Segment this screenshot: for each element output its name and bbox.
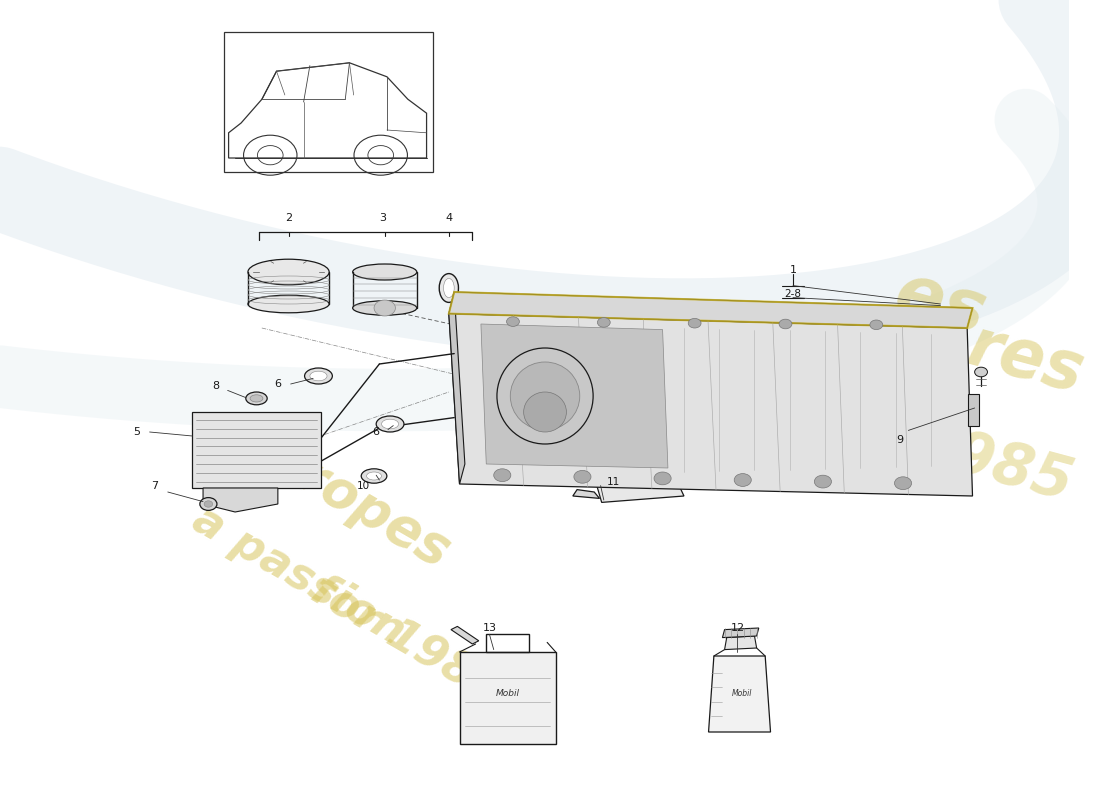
Circle shape [507, 317, 519, 326]
Circle shape [734, 474, 751, 486]
Text: 6: 6 [373, 427, 380, 437]
Text: 7: 7 [152, 482, 158, 491]
Text: 4: 4 [446, 213, 452, 222]
Text: europes: europes [224, 414, 459, 578]
Polygon shape [725, 636, 757, 650]
Ellipse shape [310, 371, 327, 381]
Circle shape [689, 318, 701, 328]
Text: 5: 5 [133, 427, 141, 437]
Polygon shape [449, 292, 465, 484]
Text: 9: 9 [896, 435, 903, 445]
Ellipse shape [382, 419, 398, 429]
Ellipse shape [248, 259, 329, 285]
Ellipse shape [305, 368, 332, 384]
Ellipse shape [353, 264, 417, 280]
Circle shape [574, 470, 591, 483]
Polygon shape [449, 314, 972, 496]
Circle shape [779, 319, 792, 329]
Text: Mobil: Mobil [496, 690, 519, 698]
Text: 12: 12 [730, 623, 745, 633]
Ellipse shape [361, 469, 387, 483]
Text: es: es [887, 258, 993, 350]
Ellipse shape [443, 278, 454, 298]
Polygon shape [204, 488, 278, 512]
Circle shape [597, 318, 611, 327]
Ellipse shape [497, 348, 593, 444]
Text: 13: 13 [483, 623, 496, 633]
Polygon shape [723, 628, 759, 638]
Circle shape [870, 320, 882, 330]
Text: res: res [960, 313, 1091, 407]
Bar [968, 394, 979, 426]
Ellipse shape [524, 392, 567, 432]
Polygon shape [481, 324, 668, 468]
Text: 2: 2 [285, 213, 293, 222]
Circle shape [814, 475, 832, 488]
Circle shape [975, 367, 988, 377]
Text: for 1985: for 1985 [304, 569, 508, 711]
Text: 6: 6 [274, 379, 282, 389]
Polygon shape [451, 626, 478, 644]
Text: 2-8: 2-8 [784, 289, 802, 298]
Polygon shape [708, 656, 770, 732]
Bar [192, 412, 320, 488]
Ellipse shape [250, 394, 263, 402]
Text: 11: 11 [607, 477, 620, 486]
Text: 1: 1 [790, 266, 796, 275]
Polygon shape [449, 292, 972, 328]
Bar [224, 32, 432, 172]
Ellipse shape [366, 472, 382, 480]
Text: 1985: 1985 [908, 415, 1080, 513]
Text: 10: 10 [356, 481, 370, 490]
Text: a passion: a passion [186, 498, 412, 654]
Text: 3: 3 [379, 213, 386, 222]
Text: 8: 8 [212, 381, 219, 390]
Text: Mobil: Mobil [732, 690, 752, 698]
Ellipse shape [439, 274, 459, 302]
Polygon shape [573, 490, 600, 498]
Circle shape [200, 498, 217, 510]
Ellipse shape [376, 416, 404, 432]
Polygon shape [460, 652, 556, 744]
Ellipse shape [510, 362, 580, 430]
Circle shape [654, 472, 671, 485]
Ellipse shape [353, 301, 417, 315]
Circle shape [894, 477, 912, 490]
Circle shape [374, 300, 395, 316]
Circle shape [205, 501, 212, 507]
Ellipse shape [245, 392, 267, 405]
Circle shape [494, 469, 510, 482]
Ellipse shape [248, 295, 329, 313]
Polygon shape [596, 480, 684, 502]
